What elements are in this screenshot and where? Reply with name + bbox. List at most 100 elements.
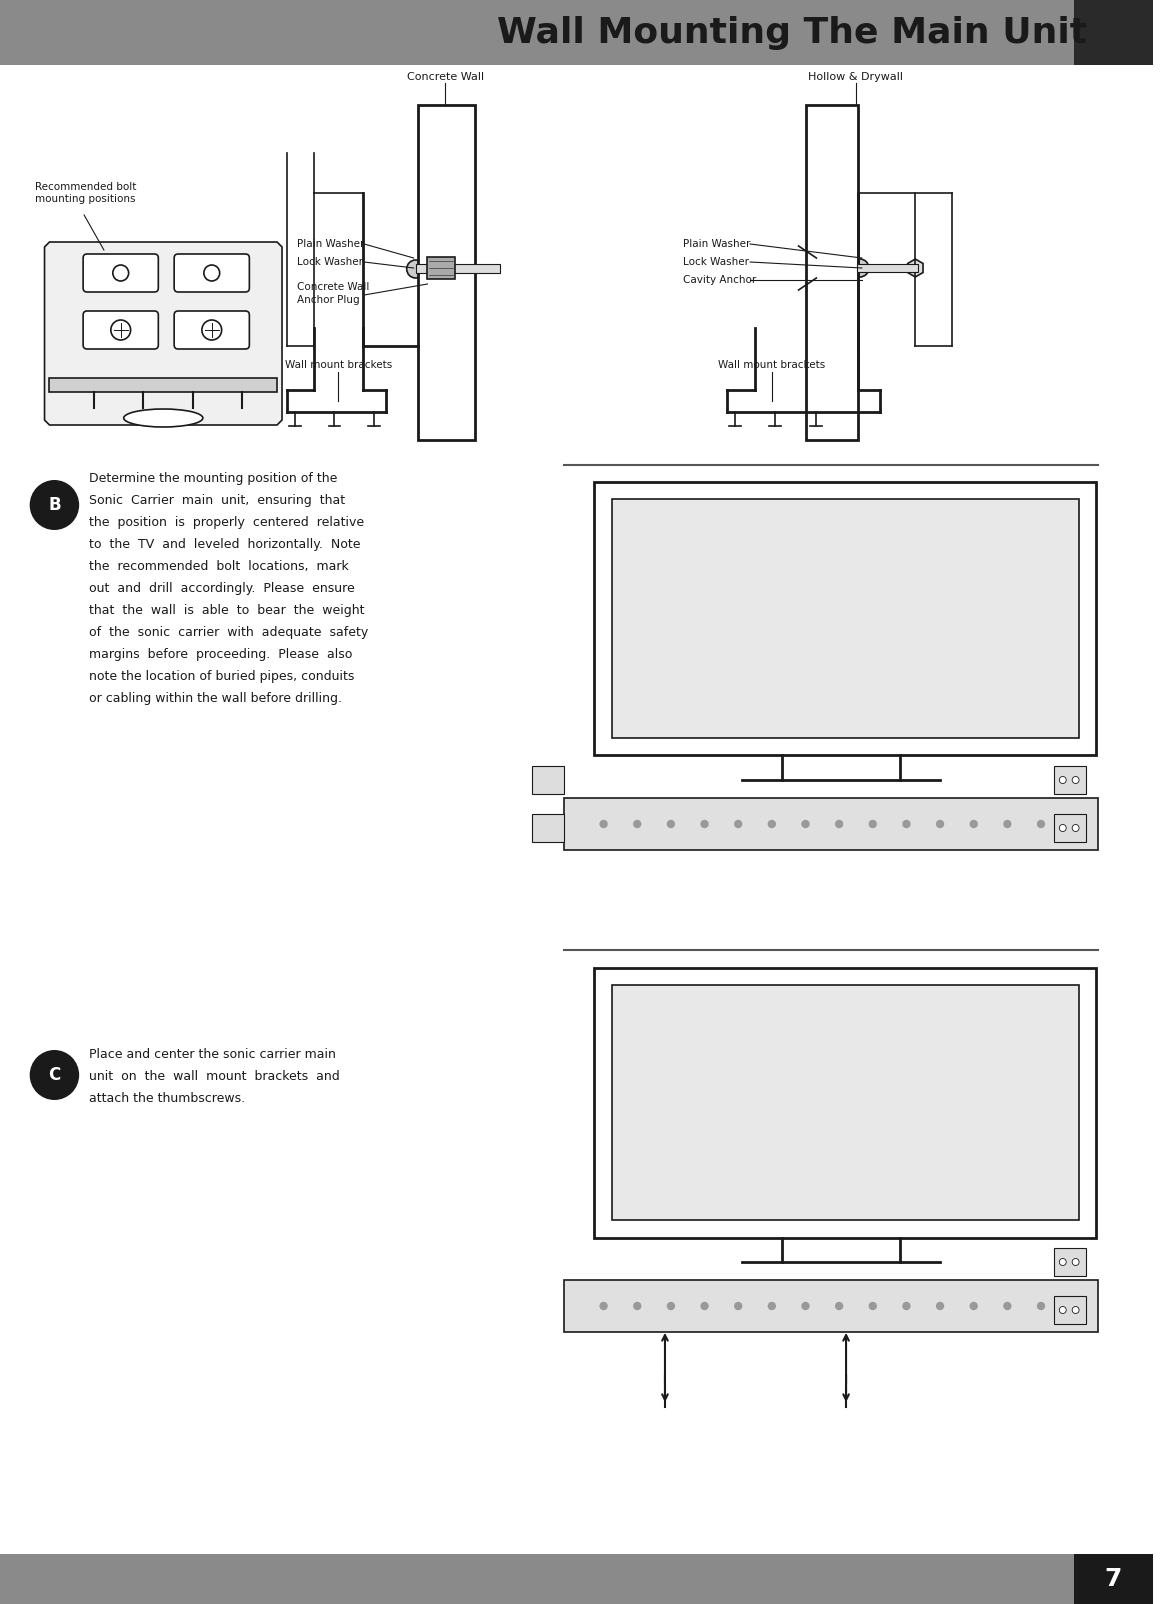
Text: Wall Mounting The Main Unit: Wall Mounting The Main Unit bbox=[496, 16, 1087, 50]
Circle shape bbox=[935, 820, 944, 828]
FancyBboxPatch shape bbox=[174, 253, 249, 292]
Circle shape bbox=[902, 820, 911, 828]
Circle shape bbox=[111, 321, 130, 340]
Circle shape bbox=[869, 1302, 877, 1310]
Circle shape bbox=[1037, 820, 1045, 828]
Text: C: C bbox=[48, 1067, 61, 1084]
Circle shape bbox=[666, 1302, 675, 1310]
Circle shape bbox=[633, 820, 642, 828]
Bar bbox=[49, 379, 277, 391]
Circle shape bbox=[850, 258, 869, 277]
Circle shape bbox=[1037, 1302, 1045, 1310]
Text: Lock Washer: Lock Washer bbox=[683, 257, 749, 266]
Circle shape bbox=[204, 265, 220, 281]
Polygon shape bbox=[594, 481, 1096, 755]
Ellipse shape bbox=[123, 409, 203, 427]
Polygon shape bbox=[564, 799, 1099, 850]
FancyBboxPatch shape bbox=[83, 311, 158, 350]
Text: attach the thumbscrews.: attach the thumbscrews. bbox=[89, 1092, 245, 1105]
Circle shape bbox=[1072, 1259, 1079, 1266]
Text: Wall mount brackets: Wall mount brackets bbox=[718, 359, 826, 371]
Circle shape bbox=[869, 820, 877, 828]
Text: Determine the mounting position of the: Determine the mounting position of the bbox=[89, 472, 338, 484]
Circle shape bbox=[1072, 776, 1079, 783]
Circle shape bbox=[768, 1302, 776, 1310]
Text: B: B bbox=[48, 496, 61, 513]
Text: margins  before  proceeding.  Please  also: margins before proceeding. Please also bbox=[89, 648, 353, 661]
Polygon shape bbox=[612, 985, 1079, 1221]
Polygon shape bbox=[564, 1280, 1099, 1331]
Text: the  recommended  bolt  locations,  mark: the recommended bolt locations, mark bbox=[89, 560, 348, 573]
Circle shape bbox=[802, 1302, 810, 1310]
Bar bbox=[1074, 0, 1153, 66]
Circle shape bbox=[902, 1302, 911, 1310]
Text: to  the  TV  and  leveled  horizontally.  Note: to the TV and leveled horizontally. Note bbox=[89, 537, 360, 552]
Text: Concrete Wall: Concrete Wall bbox=[407, 72, 483, 82]
Bar bbox=[1054, 767, 1086, 794]
Bar bbox=[1054, 1296, 1086, 1323]
Circle shape bbox=[29, 480, 79, 529]
FancyBboxPatch shape bbox=[174, 311, 249, 350]
Text: that  the  wall  is  able  to  bear  the  weight: that the wall is able to bear the weight bbox=[89, 605, 365, 618]
Text: Recommended bolt
mounting positions: Recommended bolt mounting positions bbox=[35, 181, 136, 204]
Circle shape bbox=[1059, 1307, 1066, 1314]
Polygon shape bbox=[594, 967, 1096, 1238]
Text: of  the  sonic  carrier  with  adequate  safety: of the sonic carrier with adequate safet… bbox=[89, 626, 368, 638]
Circle shape bbox=[1003, 820, 1011, 828]
Circle shape bbox=[1059, 1259, 1066, 1266]
Circle shape bbox=[600, 1302, 608, 1310]
Bar bbox=[0, 0, 1153, 66]
Bar bbox=[1054, 1248, 1086, 1277]
Circle shape bbox=[802, 820, 810, 828]
Text: or cabling within the wall before drilling.: or cabling within the wall before drilli… bbox=[89, 691, 343, 706]
Text: Plain Washer: Plain Washer bbox=[297, 239, 365, 249]
Circle shape bbox=[700, 1302, 708, 1310]
Text: the  position  is  properly  centered  relative: the position is properly centered relati… bbox=[89, 516, 365, 529]
Circle shape bbox=[700, 820, 708, 828]
Circle shape bbox=[1003, 1302, 1011, 1310]
Bar bbox=[532, 813, 564, 842]
Text: Lock Washer: Lock Washer bbox=[297, 257, 362, 266]
Bar bbox=[416, 265, 500, 273]
Bar bbox=[417, 104, 475, 439]
Circle shape bbox=[633, 1302, 642, 1310]
Polygon shape bbox=[612, 499, 1079, 738]
Text: Concrete Wall
Anchor Plug: Concrete Wall Anchor Plug bbox=[297, 282, 369, 305]
Text: note the location of buried pipes, conduits: note the location of buried pipes, condu… bbox=[89, 670, 354, 683]
Polygon shape bbox=[44, 242, 282, 425]
Circle shape bbox=[202, 321, 221, 340]
Bar bbox=[1074, 1554, 1153, 1604]
Ellipse shape bbox=[809, 258, 840, 277]
Circle shape bbox=[1072, 824, 1079, 831]
Circle shape bbox=[666, 820, 675, 828]
Circle shape bbox=[835, 1302, 843, 1310]
Text: Cavity Anchor: Cavity Anchor bbox=[683, 274, 756, 286]
Circle shape bbox=[1071, 1302, 1079, 1310]
Text: out  and  drill  accordingly.  Please  ensure: out and drill accordingly. Please ensure bbox=[89, 582, 355, 595]
Text: 7: 7 bbox=[1104, 1567, 1122, 1591]
Bar bbox=[428, 257, 456, 279]
Circle shape bbox=[734, 820, 742, 828]
Circle shape bbox=[935, 1302, 944, 1310]
Circle shape bbox=[835, 820, 843, 828]
Text: unit  on  the  wall  mount  brackets  and: unit on the wall mount brackets and bbox=[89, 1070, 340, 1083]
Circle shape bbox=[768, 820, 776, 828]
Bar bbox=[532, 767, 564, 794]
Circle shape bbox=[1072, 1307, 1079, 1314]
Bar bbox=[806, 104, 857, 439]
Bar bbox=[1054, 813, 1086, 842]
Text: Plain Washer: Plain Washer bbox=[683, 239, 750, 249]
Circle shape bbox=[969, 820, 977, 828]
Circle shape bbox=[1059, 824, 1066, 831]
Circle shape bbox=[1071, 820, 1079, 828]
Bar bbox=[0, 1554, 1153, 1604]
Circle shape bbox=[113, 265, 128, 281]
Circle shape bbox=[1059, 776, 1066, 783]
Circle shape bbox=[407, 260, 424, 277]
Text: Sonic  Carrier  main  unit,  ensuring  that: Sonic Carrier main unit, ensuring that bbox=[89, 494, 345, 507]
Text: Wall mount brackets: Wall mount brackets bbox=[284, 359, 393, 371]
Circle shape bbox=[734, 1302, 742, 1310]
Text: Hollow & Drywall: Hollow & Drywall bbox=[809, 72, 903, 82]
Circle shape bbox=[29, 1051, 79, 1100]
Bar bbox=[857, 265, 918, 273]
